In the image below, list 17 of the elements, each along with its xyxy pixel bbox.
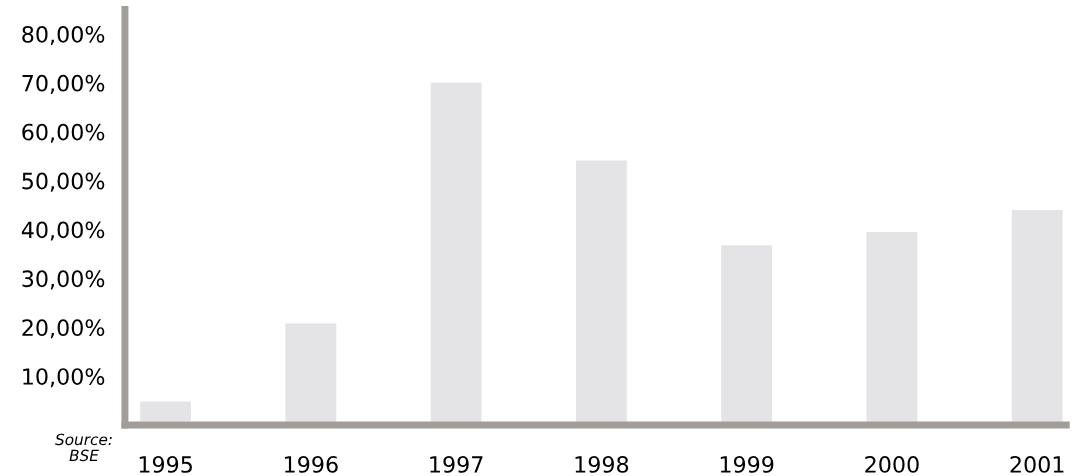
source-note: Source: BSE (55, 433, 112, 462)
y-tick-label: 10,00% (23, 368, 105, 388)
y-tick-label: 50,00% (22, 172, 105, 192)
y-tick-label: 20,00% (22, 319, 105, 339)
x-tick-label: 1999 (720, 456, 774, 473)
y-tick-label: 60,00% (22, 123, 105, 143)
x-tick-label: 1996 (285, 456, 338, 473)
x-tick-label: 1995 (139, 456, 192, 473)
x-tick-label: 1998 (575, 456, 629, 473)
y-tick-label: 70,00% (22, 74, 105, 94)
y-tick-label: 80,00% (22, 25, 105, 45)
x-tick-label: 1997 (430, 456, 483, 473)
x-tick-label: 2000 (865, 456, 919, 473)
y-tick-label: 30,00% (22, 270, 105, 290)
y-tick-label: 40,00% (21, 221, 105, 241)
x-tick-label: 2001 (1010, 456, 1064, 473)
bar (140, 401, 192, 422)
